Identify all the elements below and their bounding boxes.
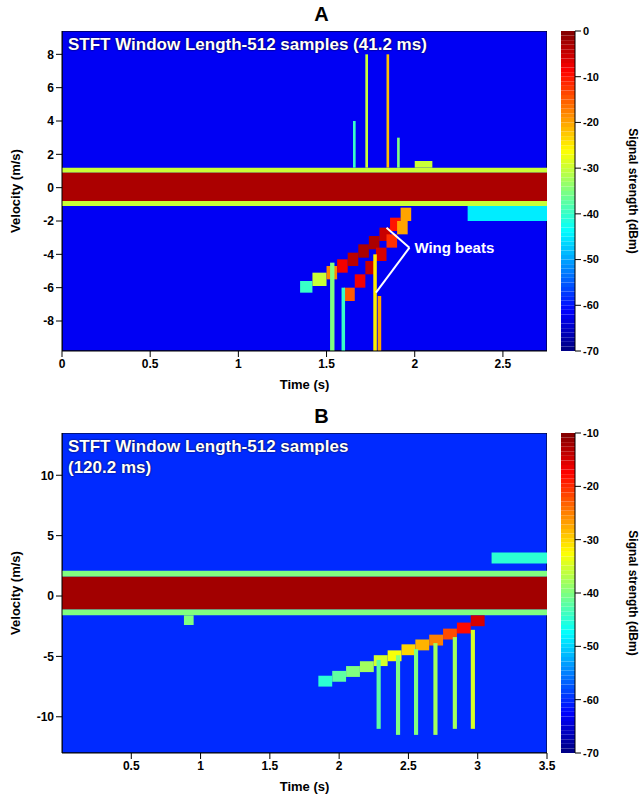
svg-text:-40: -40 (583, 208, 599, 220)
svg-text:-2: -2 (43, 214, 54, 228)
svg-text:10: 10 (41, 469, 55, 483)
svg-text:0: 0 (47, 181, 54, 195)
svg-text:Velocity (m/s): Velocity (m/s) (8, 149, 23, 233)
svg-text:2: 2 (336, 759, 343, 773)
svg-text:1.5: 1.5 (262, 759, 279, 773)
svg-text:1: 1 (235, 357, 242, 371)
svg-text:-20: -20 (583, 116, 599, 128)
svg-text:5: 5 (47, 529, 54, 543)
svg-text:-10: -10 (583, 71, 599, 83)
svg-text:Wing beats: Wing beats (414, 239, 494, 256)
svg-text:0.5: 0.5 (142, 357, 159, 371)
html-text:STFT Window Length-512 samples: STFT Window Length-512 samples (41.2 ms) (68, 35, 427, 54)
svg-text:Time (s): Time (s) (280, 377, 330, 392)
svg-text:2: 2 (411, 357, 418, 371)
svg-text:0: 0 (583, 26, 589, 37)
html-text:B: B (314, 405, 329, 427)
svg-text:-10: -10 (583, 428, 599, 439)
svg-text:-10: -10 (37, 710, 55, 724)
svg-text:3: 3 (474, 759, 481, 773)
svg-text:-50: -50 (583, 253, 599, 265)
svg-text:2.5: 2.5 (400, 759, 417, 773)
svg-text:1: 1 (197, 759, 204, 773)
html-text:STFT Window Length-512 samples: STFT Window Length-512 samples (120.2 ms… (68, 437, 349, 477)
svg-text:-60: -60 (583, 694, 599, 706)
svg-text:6: 6 (47, 81, 54, 95)
svg-text:-8: -8 (43, 314, 54, 328)
svg-text:-60: -60 (583, 299, 599, 311)
html-text:A: A (314, 3, 329, 25)
svg-text:0: 0 (59, 357, 66, 371)
svg-text:-6: -6 (43, 281, 54, 295)
svg-text:-70: -70 (583, 747, 599, 759)
svg-text:-50: -50 (583, 640, 599, 652)
svg-text:Time (s): Time (s) (280, 779, 330, 794)
svg-text:8: 8 (47, 48, 54, 62)
svg-text:-30: -30 (583, 534, 599, 546)
svg-text:4: 4 (47, 114, 54, 128)
svg-text:2.5: 2.5 (495, 357, 512, 371)
svg-text:-20: -20 (583, 480, 599, 492)
svg-text:1.5: 1.5 (318, 357, 335, 371)
svg-text:-30: -30 (583, 162, 599, 174)
svg-text:0.5: 0.5 (123, 759, 140, 773)
svg-text:Velocity (m/s): Velocity (m/s) (8, 551, 23, 635)
svg-text:3.5: 3.5 (539, 759, 556, 773)
svg-text:-5: -5 (43, 650, 54, 664)
svg-text:Signal strength (dBm): Signal strength (dBm) (626, 530, 640, 655)
svg-text:0: 0 (47, 589, 54, 603)
svg-text:Signal strength (dBm): Signal strength (dBm) (626, 128, 640, 253)
svg-text:-4: -4 (43, 248, 54, 262)
svg-text:-40: -40 (583, 587, 599, 599)
svg-text:2: 2 (47, 148, 54, 162)
svg-text:-70: -70 (583, 345, 599, 357)
